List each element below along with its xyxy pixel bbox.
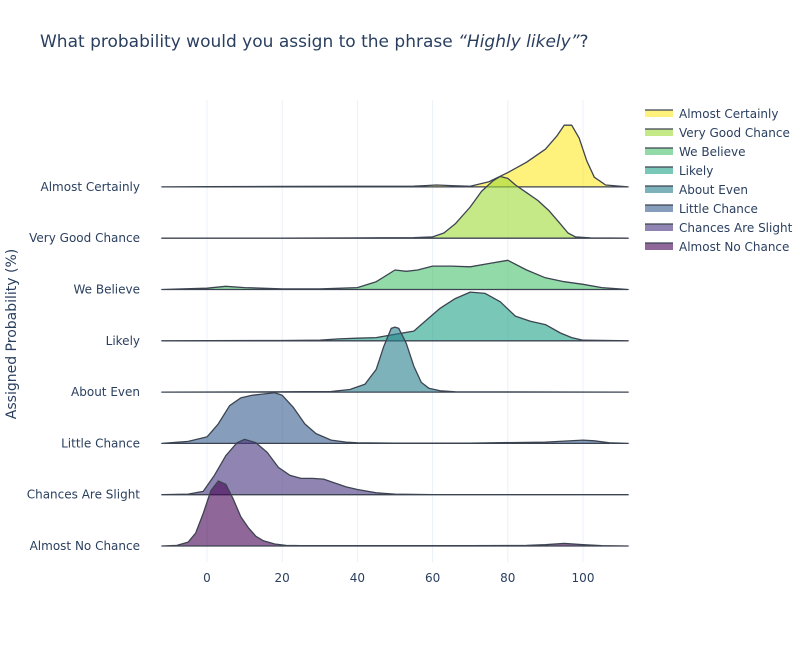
x-tick-80: 80 <box>500 571 515 585</box>
y-tick-we-believe: We Believe <box>73 283 140 297</box>
ridge-almost-certainly <box>161 124 629 188</box>
legend-label: Almost No Chance <box>679 240 789 254</box>
legend-label: Chances Are Slight <box>679 221 793 235</box>
chart-title-suffix: ? <box>579 32 589 52</box>
legend-item-chances-are-slight[interactable]: Chances Are Slight <box>645 221 793 235</box>
legend-item-almost-certainly[interactable]: Almost Certainly <box>645 107 778 121</box>
legend-item-very-good-chance[interactable]: Very Good Chance <box>645 126 790 140</box>
y-tick-about-even: About Even <box>71 385 140 399</box>
x-tick-labels: 0 20 40 60 80 100 <box>203 571 594 585</box>
legend-label: Very Good Chance <box>679 126 790 140</box>
y-tick-almost-no-chance: Almost No Chance <box>30 539 140 553</box>
legend-label: About Even <box>679 183 748 197</box>
legend[interactable]: Almost Certainly Very Good Chance We Belie… <box>645 107 793 254</box>
ridge-we-believe <box>161 259 629 291</box>
y-tick-almost-certainly: Almost Certainly <box>41 180 140 194</box>
legend-swatch <box>645 224 673 231</box>
chart-title-phrase: “Highly likely” <box>458 32 580 52</box>
series-area <box>161 124 629 547</box>
ridge-likely <box>161 291 629 342</box>
legend-swatch <box>645 110 673 117</box>
ridge-very-good-chance <box>161 175 629 239</box>
legend-item-we-believe[interactable]: We Believe <box>645 145 746 159</box>
legend-label: Little Chance <box>679 202 758 216</box>
x-tick-20: 20 <box>275 571 290 585</box>
y-tick-likely: Likely <box>106 334 140 348</box>
legend-swatch <box>645 167 673 174</box>
legend-swatch <box>645 186 673 193</box>
x-tick-60: 60 <box>425 571 440 585</box>
ridge-chances-are-slight <box>161 438 629 496</box>
chart-title-prefix: What probability would you assign to the… <box>40 32 459 52</box>
y-tick-labels: Almost No Chance Chances Are Slight Little… <box>27 180 141 553</box>
legend-item-little-chance[interactable]: Little Chance <box>645 202 758 216</box>
ridge-little-chance <box>161 392 629 445</box>
y-tick-little-chance: Little Chance <box>61 436 140 450</box>
legend-label: Likely <box>679 164 713 178</box>
legend-swatch <box>645 148 673 155</box>
chart-title: What probability would you assign to the… <box>40 32 589 52</box>
legend-label: Almost Certainly <box>679 107 778 121</box>
legend-item-almost-no-chance[interactable]: Almost No Chance <box>645 240 789 254</box>
legend-swatch <box>645 205 673 212</box>
ridge-about-even <box>161 326 629 393</box>
legend-label: We Believe <box>679 145 746 159</box>
y-axis-label: Assigned Probability (%) <box>4 249 20 419</box>
y-tick-chances-are-slight: Chances Are Slight <box>27 488 141 502</box>
legend-item-likely[interactable]: Likely <box>645 164 713 178</box>
legend-swatch <box>645 129 673 136</box>
x-tick-100: 100 <box>572 571 595 585</box>
legend-item-about-even[interactable]: About Even <box>645 183 748 197</box>
x-tick-0: 0 <box>203 571 211 585</box>
legend-swatch <box>645 243 673 250</box>
y-tick-very-good-chance: Very Good Chance <box>29 231 140 245</box>
x-tick-40: 40 <box>350 571 365 585</box>
ridge-almost-no-chance <box>161 480 629 547</box>
